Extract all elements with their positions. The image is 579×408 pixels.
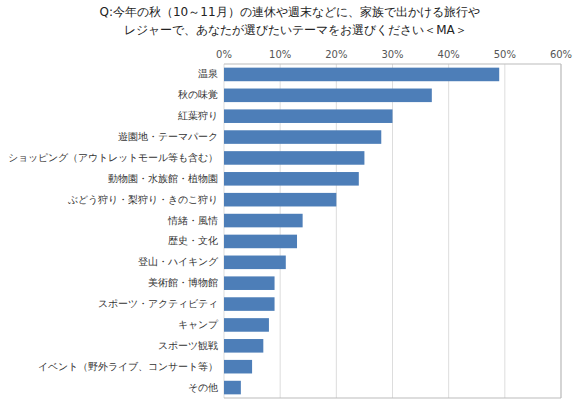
bar [224,360,252,374]
bar [224,297,275,311]
category-label: 秋の味覚 [178,89,218,100]
category-label: 紅葉狩り [178,110,218,121]
bar [224,172,359,186]
frame [224,64,561,398]
bar [224,276,275,290]
bar [224,151,364,165]
x-tick-label: 30% [381,49,403,60]
category-label: スポーツ観戦 [158,340,218,351]
category-label: キャンプ [178,319,219,330]
bar [224,130,381,144]
category-label: スポーツ・アクティビティ [98,298,218,309]
x-tick-label: 10% [269,49,291,60]
bar [224,339,263,353]
axis-line-bottom [224,398,561,399]
bar [224,193,336,207]
bar [224,214,303,228]
bars [224,68,499,395]
category-label: ぶどう狩り・梨狩り・きのこ狩り [68,194,218,205]
category-label: 美術館・博物館 [148,277,218,288]
x-tick-label: 50% [494,49,516,60]
bar [224,256,286,270]
title-line: Q:今年の秋（10～11月）の連休や週末などに、家族で出かける旅行や [99,5,479,19]
category-label: 動物園・水族館・植物園 [108,173,218,184]
bar [224,109,393,123]
category-label: 登山・ハイキング [138,256,219,267]
category-labels: その他 イベント（野外ライブ、コンサート等） スポーツ観戦 キャンプ スポーツ・アクティ… [8,68,219,392]
title-line: レジャーで、あなたが選びたいテーマをお選びください＜MA＞ [112,23,467,37]
title-group: Q:今年の秋（10～11月）の連休や週末などに、家族で出かける旅行や レジャーで… [99,5,479,37]
grid-line [448,64,449,398]
chart-svg: Q:今年の秋（10～11月）の連休や週末などに、家族で出かける旅行や レジャーで… [0,0,579,408]
bar [224,89,432,103]
x-tick-labels: 0% 10% 20% 30% 40% 50% 60% [216,49,572,60]
grid-line [561,64,562,398]
x-tick-label: 20% [325,49,347,60]
category-label: ショッピング（アウトレットモール等も含む） [8,152,218,163]
bar [224,318,269,332]
axis-line-top [224,64,561,65]
bar [224,235,297,249]
category-label: 情緒・風情 [167,215,218,226]
category-label: その他 [188,382,218,393]
background [0,0,579,408]
page: {"chart_data": {"type": "bar", "orientat… [0,0,579,408]
bar [224,381,241,395]
grid [224,64,561,398]
axis-line-right [561,64,562,398]
x-tick-label: 0% [216,49,232,60]
category-label: 遊園地・テーマパーク [118,131,218,142]
x-tick-label: 60% [550,49,572,60]
title: Q:今年の秋（10～11月）の連休や週末などに、家族で出かける旅行や レジャーで… [99,5,479,37]
category-label: イベント（野外ライブ、コンサート等） [38,361,218,372]
bar [224,68,499,82]
category-label: 温泉 [198,68,218,79]
grid-line [504,64,505,398]
chart-container: Q:今年の秋（10～11月）の連休や週末などに、家族で出かける旅行や レジャーで… [0,0,579,408]
category-label: 歴史・文化 [168,235,218,246]
x-tick-label: 40% [438,49,460,60]
